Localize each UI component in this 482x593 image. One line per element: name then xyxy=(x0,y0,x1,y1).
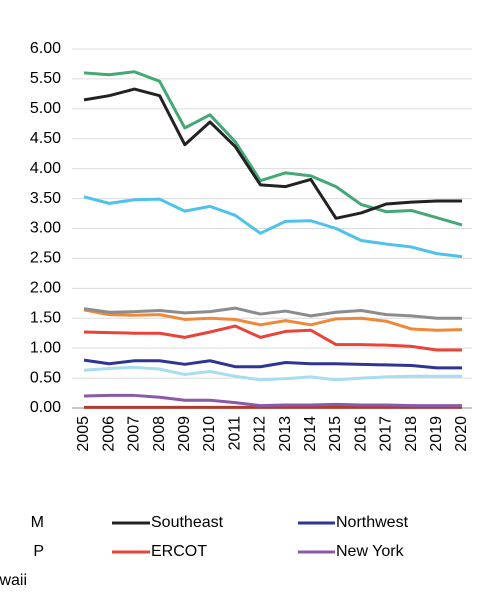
series-line xyxy=(83,70,463,227)
y-tick-label: 0.00 xyxy=(30,399,61,416)
x-tick-label: 2008 xyxy=(151,416,168,452)
x-tick-label: 2018 xyxy=(403,416,420,452)
series-line xyxy=(83,393,462,408)
y-tick-label: 4.00 xyxy=(30,160,61,177)
legend-label: Northwest xyxy=(336,514,409,531)
series-line xyxy=(83,306,462,320)
x-tick-label: 2017 xyxy=(378,416,395,452)
series-line xyxy=(83,308,463,332)
legend-label: P xyxy=(33,543,44,560)
y-tick-label: 6.00 xyxy=(30,40,61,57)
legend-label: M xyxy=(31,514,44,531)
y-tick-label: 4.50 xyxy=(30,130,61,147)
y-tick-label: 3.50 xyxy=(30,190,61,207)
x-tick-label: 2019 xyxy=(428,416,445,452)
x-tick-label: 2010 xyxy=(201,416,218,452)
x-tick-label: 2020 xyxy=(453,416,470,452)
x-tick-label: 2011 xyxy=(226,416,243,451)
x-tick-label: 2005 xyxy=(75,416,92,452)
y-tick-label: 1.00 xyxy=(30,339,61,356)
x-tick-label: 2012 xyxy=(252,416,269,452)
legend-label: waii xyxy=(0,572,27,589)
series-line xyxy=(83,195,463,259)
legend-label: Southeast xyxy=(151,514,224,531)
y-tick-label: 2.50 xyxy=(30,250,61,267)
legend-label: New York xyxy=(336,543,405,560)
x-tick-label: 2014 xyxy=(302,416,319,452)
x-tick-label: 2015 xyxy=(327,416,344,452)
x-tick-label: 2009 xyxy=(176,416,193,452)
series-line xyxy=(83,87,462,220)
y-tick-label: 2.00 xyxy=(30,280,61,297)
y-tick-label: 5.00 xyxy=(30,100,61,117)
series-line xyxy=(83,358,462,370)
x-tick-label: 2016 xyxy=(352,416,369,452)
y-tick-label: 0.50 xyxy=(30,369,61,386)
y-tick-label: 1.50 xyxy=(30,309,61,326)
x-tick-label: 2013 xyxy=(277,416,294,452)
x-tick-label: 2006 xyxy=(100,416,117,452)
legend-label: ERCOT xyxy=(151,543,207,560)
x-tick-label: 2007 xyxy=(126,416,143,452)
series-line xyxy=(83,365,462,382)
y-tick-label: 5.50 xyxy=(30,70,61,87)
y-tick-label: 3.00 xyxy=(30,220,61,237)
series-line xyxy=(83,324,462,352)
